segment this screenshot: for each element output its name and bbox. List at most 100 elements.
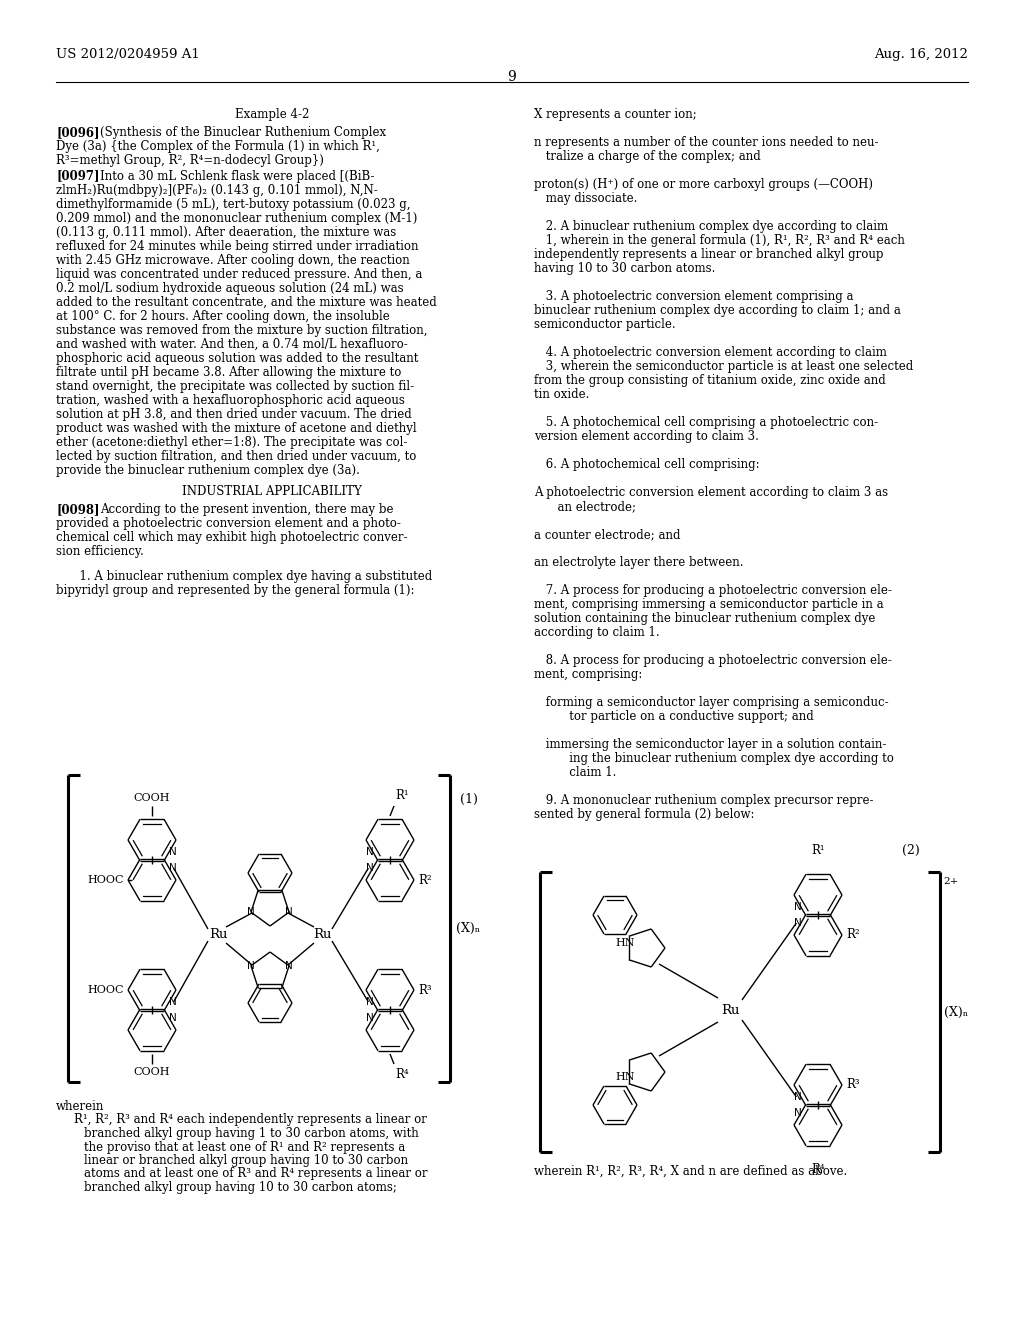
- Text: (0.113 g, 0.111 mmol). After deaeration, the mixture was: (0.113 g, 0.111 mmol). After deaeration,…: [56, 226, 396, 239]
- Text: Ru: Ru: [209, 928, 227, 941]
- Text: branched alkyl group having 1 to 30 carbon atoms, with: branched alkyl group having 1 to 30 carb…: [84, 1127, 419, 1140]
- Text: R¹, R², R³ and R⁴ each independently represents a linear or: R¹, R², R³ and R⁴ each independently rep…: [74, 1114, 427, 1126]
- Text: A photoelectric conversion element according to claim 3 as: A photoelectric conversion element accor…: [534, 486, 888, 499]
- Text: 9: 9: [508, 70, 516, 84]
- Text: (X)ₙ: (X)ₙ: [944, 1006, 969, 1019]
- Text: INDUSTRIAL APPLICABILITY: INDUSTRIAL APPLICABILITY: [182, 484, 361, 498]
- Text: dimethylformamide (5 mL), tert-butoxy potassium (0.023 g,: dimethylformamide (5 mL), tert-butoxy po…: [56, 198, 411, 211]
- Text: added to the resultant concentrate, and the mixture was heated: added to the resultant concentrate, and …: [56, 296, 437, 309]
- Text: (1): (1): [460, 793, 478, 807]
- Text: tor particle on a conductive support; and: tor particle on a conductive support; an…: [534, 710, 814, 723]
- Text: N: N: [169, 997, 176, 1007]
- Text: 3, wherein the semiconductor particle is at least one selected: 3, wherein the semiconductor particle is…: [534, 360, 913, 374]
- Text: a counter electrode; and: a counter electrode; and: [534, 528, 681, 541]
- Text: ing the binuclear ruthenium complex dye according to: ing the binuclear ruthenium complex dye …: [534, 752, 894, 766]
- Text: R³: R³: [418, 983, 432, 997]
- Text: Ru: Ru: [312, 928, 331, 941]
- Text: filtrate until pH became 3.8. After allowing the mixture to: filtrate until pH became 3.8. After allo…: [56, 366, 401, 379]
- Text: version element according to claim 3.: version element according to claim 3.: [534, 430, 759, 444]
- Text: [0097]: [0097]: [56, 169, 99, 182]
- Text: zlmH₂)Ru(mdbpy)₂](PF₆)₂ (0.143 g, 0.101 mmol), N,N-: zlmH₂)Ru(mdbpy)₂](PF₆)₂ (0.143 g, 0.101 …: [56, 183, 378, 197]
- Text: at 100° C. for 2 hours. After cooling down, the insoluble: at 100° C. for 2 hours. After cooling do…: [56, 310, 390, 322]
- Text: (Synthesis of the Binuclear Ruthenium Complex: (Synthesis of the Binuclear Ruthenium Co…: [100, 127, 386, 139]
- Text: [0098]: [0098]: [56, 503, 99, 516]
- Text: 3. A photoelectric conversion element comprising a: 3. A photoelectric conversion element co…: [534, 290, 853, 304]
- Text: 4. A photoelectric conversion element according to claim: 4. A photoelectric conversion element ac…: [534, 346, 887, 359]
- Text: provided a photoelectric conversion element and a photo-: provided a photoelectric conversion elem…: [56, 517, 400, 529]
- Text: 9. A mononuclear ruthenium complex precursor repre-: 9. A mononuclear ruthenium complex precu…: [534, 795, 873, 807]
- Text: chemical cell which may exhibit high photoelectric conver-: chemical cell which may exhibit high pho…: [56, 531, 408, 544]
- Text: wherein: wherein: [56, 1100, 104, 1113]
- Text: HOOC: HOOC: [87, 985, 124, 995]
- Text: X represents a counter ion;: X represents a counter ion;: [534, 108, 696, 121]
- Text: According to the present invention, there may be: According to the present invention, ther…: [100, 503, 393, 516]
- Text: [0096]: [0096]: [56, 127, 99, 139]
- Text: refluxed for 24 minutes while being stirred under irradiation: refluxed for 24 minutes while being stir…: [56, 240, 419, 252]
- Text: N: N: [794, 1107, 802, 1118]
- Text: N: N: [169, 847, 176, 857]
- Text: may dissociate.: may dissociate.: [534, 191, 637, 205]
- Text: stand overnight, the precipitate was collected by suction fil-: stand overnight, the precipitate was col…: [56, 380, 414, 392]
- Text: sion efficiency.: sion efficiency.: [56, 545, 143, 558]
- Text: R⁴: R⁴: [811, 1163, 824, 1176]
- Text: from the group consisting of titanium oxide, zinc oxide and: from the group consisting of titanium ox…: [534, 374, 886, 387]
- Text: with 2.45 GHz microwave. After cooling down, the reaction: with 2.45 GHz microwave. After cooling d…: [56, 253, 410, 267]
- Text: n represents a number of the counter ions needed to neu-: n represents a number of the counter ion…: [534, 136, 879, 149]
- Text: immersing the semiconductor layer in a solution contain-: immersing the semiconductor layer in a s…: [534, 738, 887, 751]
- Text: N: N: [794, 902, 802, 912]
- Text: atoms and at least one of R³ and R⁴ represents a linear or: atoms and at least one of R³ and R⁴ repr…: [84, 1167, 427, 1180]
- Text: substance was removed from the mixture by suction filtration,: substance was removed from the mixture b…: [56, 323, 427, 337]
- Text: HN: HN: [615, 1072, 635, 1082]
- Text: proton(s) (H⁺) of one or more carboxyl groups (—COOH): proton(s) (H⁺) of one or more carboxyl g…: [534, 178, 873, 191]
- Text: ment, comprising:: ment, comprising:: [534, 668, 642, 681]
- Text: an electrolyte layer there between.: an electrolyte layer there between.: [534, 556, 743, 569]
- Text: R³=methyl Group, R², R⁴=n-dodecyl Group}): R³=methyl Group, R², R⁴=n-dodecyl Group}…: [56, 154, 324, 168]
- Text: (2): (2): [902, 843, 920, 857]
- Text: Aug. 16, 2012: Aug. 16, 2012: [874, 48, 968, 61]
- Text: lected by suction filtration, and then dried under vacuum, to: lected by suction filtration, and then d…: [56, 450, 417, 462]
- Text: independently represents a linear or branched alkyl group: independently represents a linear or bra…: [534, 248, 884, 261]
- Text: N: N: [366, 847, 374, 857]
- Text: tration, washed with a hexafluorophosphoric acid aqueous: tration, washed with a hexafluorophospho…: [56, 393, 404, 407]
- Text: the proviso that at least one of R¹ and R² represents a: the proviso that at least one of R¹ and …: [84, 1140, 406, 1154]
- Text: sented by general formula (2) below:: sented by general formula (2) below:: [534, 808, 755, 821]
- Text: 0.209 mmol) and the mononuclear ruthenium complex (M-1): 0.209 mmol) and the mononuclear rutheniu…: [56, 211, 418, 224]
- Text: N: N: [366, 997, 374, 1007]
- Text: Into a 30 mL Schlenk flask were placed [(BiB-: Into a 30 mL Schlenk flask were placed […: [100, 169, 375, 182]
- Text: forming a semiconductor layer comprising a semiconduc-: forming a semiconductor layer comprising…: [534, 696, 889, 709]
- Text: linear or branched alkyl group having 10 to 30 carbon: linear or branched alkyl group having 10…: [84, 1154, 409, 1167]
- Text: tralize a charge of the complex; and: tralize a charge of the complex; and: [534, 150, 761, 162]
- Text: 2+: 2+: [943, 876, 958, 886]
- Text: liquid was concentrated under reduced pressure. And then, a: liquid was concentrated under reduced pr…: [56, 268, 422, 281]
- Text: Ru: Ru: [721, 1003, 739, 1016]
- Text: wherein R¹, R², R³, R⁴, X and n are defined as above.: wherein R¹, R², R³, R⁴, X and n are defi…: [534, 1166, 847, 1177]
- Text: binuclear ruthenium complex dye according to claim 1; and a: binuclear ruthenium complex dye accordin…: [534, 304, 901, 317]
- Text: R²: R²: [846, 928, 859, 941]
- Text: solution containing the binuclear ruthenium complex dye: solution containing the binuclear ruthen…: [534, 612, 876, 624]
- Text: according to claim 1.: according to claim 1.: [534, 626, 659, 639]
- Text: product was washed with the mixture of acetone and diethyl: product was washed with the mixture of a…: [56, 421, 417, 434]
- Text: N: N: [366, 1012, 374, 1023]
- Text: R¹: R¹: [395, 789, 409, 803]
- Text: COOH: COOH: [134, 1067, 170, 1077]
- Text: HN: HN: [615, 939, 635, 948]
- Text: R⁴: R⁴: [395, 1068, 409, 1081]
- Text: ether (acetone:diethyl ether=1:8). The precipitate was col-: ether (acetone:diethyl ether=1:8). The p…: [56, 436, 408, 449]
- Text: N: N: [285, 907, 293, 917]
- Text: phosphoric acid aqueous solution was added to the resultant: phosphoric acid aqueous solution was add…: [56, 351, 419, 364]
- Text: US 2012/0204959 A1: US 2012/0204959 A1: [56, 48, 200, 61]
- Text: 5. A photochemical cell comprising a photoelectric con-: 5. A photochemical cell comprising a pho…: [534, 416, 879, 429]
- Text: 1, wherein in the general formula (1), R¹, R², R³ and R⁴ each: 1, wherein in the general formula (1), R…: [534, 234, 905, 247]
- Text: solution at pH 3.8, and then dried under vacuum. The dried: solution at pH 3.8, and then dried under…: [56, 408, 412, 421]
- Text: R²: R²: [418, 874, 432, 887]
- Text: 7. A process for producing a photoelectric conversion ele-: 7. A process for producing a photoelectr…: [534, 583, 892, 597]
- Text: N: N: [794, 917, 802, 928]
- Text: claim 1.: claim 1.: [534, 766, 616, 779]
- Text: R³: R³: [846, 1078, 859, 1092]
- Text: N: N: [169, 1012, 176, 1023]
- Text: 1. A binuclear ruthenium complex dye having a substituted: 1. A binuclear ruthenium complex dye hav…: [56, 570, 432, 583]
- Text: N: N: [247, 961, 255, 970]
- Text: ment, comprising immersing a semiconductor particle in a: ment, comprising immersing a semiconduct…: [534, 598, 884, 611]
- Text: branched alkyl group having 10 to 30 carbon atoms;: branched alkyl group having 10 to 30 car…: [84, 1181, 397, 1195]
- Text: semiconductor particle.: semiconductor particle.: [534, 318, 676, 331]
